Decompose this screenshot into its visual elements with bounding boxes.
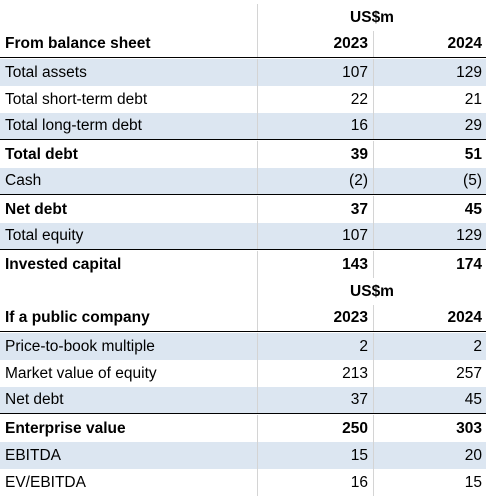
table-row-net-debt: Net debt 37 45 <box>0 196 486 223</box>
row-label: Total debt <box>0 141 258 168</box>
row-label: Total equity <box>0 223 258 249</box>
value-2023: 37 <box>258 387 374 413</box>
table-row-enterprise-value: Enterprise value 250 303 <box>0 415 486 442</box>
value-2024: (5) <box>463 172 482 189</box>
blank-header-cell <box>0 4 258 31</box>
table-header-row: From balance sheet 2023 2024 <box>0 31 486 58</box>
table-row-total-debt: Total debt 39 51 <box>0 141 486 168</box>
row-label: Total assets <box>0 59 258 86</box>
value-2023: 143 <box>258 251 374 278</box>
row-label: Total long-term debt <box>0 113 258 139</box>
row-label: Total short-term debt <box>0 86 258 113</box>
unit-header: US$m <box>350 282 394 300</box>
blank-header-cell <box>0 278 258 305</box>
value-2024: 29 <box>464 117 482 134</box>
section-title: If a public company <box>0 305 258 331</box>
table-header-row: If a public company 2023 2024 <box>0 305 486 332</box>
year-2024-header: 2024 <box>447 309 482 326</box>
value-2023: 22 <box>258 86 374 113</box>
value-2024: 51 <box>464 145 482 163</box>
table-row: Total equity 107 129 <box>0 223 486 250</box>
value-2024: 303 <box>456 419 482 437</box>
table-row: Total long-term debt 16 29 <box>0 113 486 140</box>
row-label: Price-to-book multiple <box>0 333 258 360</box>
value-2023: 16 <box>258 469 374 496</box>
section-title: From balance sheet <box>0 31 258 57</box>
table-row: Total assets 107 129 <box>0 59 486 86</box>
value-2024: 174 <box>456 255 482 273</box>
value-2023: (2) <box>258 168 374 194</box>
table-row: Cash (2) (5) <box>0 168 486 195</box>
value-2024: 257 <box>456 364 482 382</box>
value-2024: 129 <box>456 63 482 81</box>
value-2023: 107 <box>258 223 374 249</box>
table-row: Price-to-book multiple 2 2 <box>0 333 486 360</box>
year-2023-header: 2023 <box>258 31 374 57</box>
table-row: Market value of equity 213 257 <box>0 360 486 387</box>
year-2023-header: 2023 <box>258 305 374 331</box>
value-2024: 129 <box>456 227 482 244</box>
value-2023: 213 <box>258 360 374 387</box>
unit-header: US$m <box>350 8 394 26</box>
row-label: Net debt <box>0 387 258 413</box>
row-label: EV/EBITDA <box>0 469 258 496</box>
value-2023: 250 <box>258 415 374 442</box>
value-2024: 20 <box>464 446 482 464</box>
row-label: Market value of equity <box>0 360 258 387</box>
table-row-invested-capital: Invested capital 143 174 <box>0 251 486 278</box>
table-row: Total short-term debt 22 21 <box>0 86 486 113</box>
value-2023: 39 <box>258 141 374 168</box>
value-2023: 37 <box>258 196 374 223</box>
year-2024-header: 2024 <box>447 35 482 52</box>
value-2024: 15 <box>464 473 482 491</box>
value-2023: 2 <box>258 333 374 360</box>
table-row: Net debt 37 45 <box>0 387 486 414</box>
value-2023: 16 <box>258 113 374 139</box>
row-label: Enterprise value <box>0 415 258 442</box>
value-2023: 15 <box>258 442 374 469</box>
row-label: Invested capital <box>0 251 258 278</box>
value-2024: 21 <box>464 90 482 108</box>
row-label: EBITDA <box>0 442 258 469</box>
table-row: EBITDA 15 20 <box>0 442 486 469</box>
value-2024: 45 <box>464 391 482 408</box>
value-2023: 107 <box>258 59 374 86</box>
value-2024: 2 <box>473 337 482 355</box>
value-2024: 45 <box>464 200 482 218</box>
table-row: EV/EBITDA 16 15 <box>0 469 486 496</box>
row-label: Net debt <box>0 196 258 223</box>
row-label: Cash <box>0 168 258 194</box>
